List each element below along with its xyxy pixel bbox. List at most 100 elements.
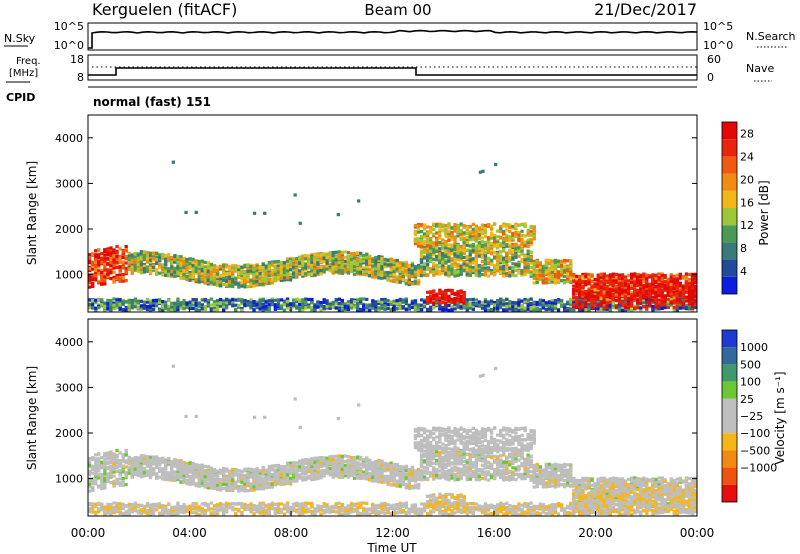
- power-echo: [474, 227, 478, 231]
- power-echo: [462, 295, 466, 299]
- power-echo: [407, 282, 411, 287]
- power-echo: [477, 274, 482, 278]
- power-echo: [179, 257, 183, 261]
- power-echo: [496, 262, 500, 266]
- power-echo: [380, 276, 384, 280]
- power-echo: [566, 300, 570, 304]
- power-echo: [407, 264, 411, 268]
- power-echo: [215, 272, 220, 276]
- power-echo: [142, 267, 147, 271]
- power-echo: [459, 237, 463, 241]
- power-echo: [368, 308, 372, 312]
- power-echo: [550, 301, 555, 305]
- power-echo: [535, 303, 539, 307]
- power-echo: [453, 226, 457, 230]
- power-echo: [273, 268, 277, 272]
- power-echo: [112, 261, 116, 265]
- power-echo: [362, 270, 366, 274]
- power-echo: [572, 298, 576, 302]
- power-echo: [523, 263, 527, 267]
- power-echo: [623, 279, 628, 283]
- power-echo: [432, 223, 436, 227]
- power-echo: [258, 301, 262, 305]
- power-echo: [429, 270, 433, 274]
- power-echo: [401, 264, 405, 268]
- power-echo: [438, 247, 442, 251]
- power-echo: [349, 301, 354, 305]
- power-echo: [264, 276, 268, 280]
- power-echo: [374, 267, 378, 271]
- power-echo: [398, 301, 402, 305]
- power-echo: [602, 298, 606, 302]
- power-echo: [322, 268, 326, 272]
- power-echo: [148, 266, 153, 271]
- power-echo: [602, 272, 606, 276]
- power-echo: [200, 267, 204, 272]
- power-echo: [569, 273, 573, 277]
- power-echo: [444, 270, 448, 274]
- power-echo: [359, 262, 363, 266]
- power-echo: [158, 253, 162, 257]
- power-echo: [541, 281, 545, 285]
- power-echo: [535, 308, 539, 312]
- power-echo: [511, 254, 515, 258]
- power-echo: [401, 274, 405, 278]
- power-echo: [441, 294, 445, 298]
- power-echo: [611, 297, 615, 301]
- power-echo: [502, 222, 506, 226]
- power-echo: [419, 257, 424, 261]
- power-echo: [471, 302, 475, 307]
- power-echo: [496, 265, 500, 269]
- power-echo: [441, 301, 445, 305]
- power-echo: [103, 268, 107, 272]
- power-echo: [444, 304, 448, 308]
- power-echo: [322, 265, 326, 269]
- power-echo: [477, 244, 482, 248]
- power-echo: [572, 289, 576, 293]
- power-echo: [432, 242, 436, 246]
- power-echo: [304, 297, 308, 301]
- power-echo: [365, 255, 369, 259]
- power-echo: [285, 277, 290, 282]
- power-echo: [511, 262, 515, 266]
- power-echo: [450, 250, 454, 254]
- power-echo: [124, 261, 128, 265]
- power-echo: [416, 224, 421, 228]
- power-echo: [441, 251, 445, 255]
- power-echo: [529, 307, 533, 311]
- power-echo: [118, 247, 122, 251]
- power-echo: [182, 262, 186, 267]
- power-echo: [228, 271, 232, 276]
- power-echo: [331, 305, 335, 309]
- power-echo: [346, 268, 351, 272]
- power-echo: [419, 249, 424, 253]
- power-echo: [544, 261, 548, 265]
- power-echo: [203, 307, 207, 311]
- power-echo: [148, 251, 153, 255]
- power-echo: [581, 280, 585, 284]
- power-echo: [301, 308, 305, 312]
- power-echo: [441, 305, 445, 309]
- power-echo: [295, 274, 299, 278]
- power-echo: [386, 302, 390, 306]
- power-echo: [270, 299, 274, 303]
- power-echo: [413, 299, 418, 303]
- power-echo: [356, 261, 360, 265]
- power-echo: [416, 273, 421, 277]
- power-echo: [508, 271, 512, 275]
- power-echo: [109, 308, 113, 312]
- power-echo: [136, 263, 140, 267]
- power-echo: [240, 302, 244, 306]
- power-echo: [514, 301, 518, 305]
- power-echo: [407, 303, 411, 308]
- power-echo: [362, 308, 366, 312]
- power-echo: [121, 276, 125, 280]
- power-echo: [310, 266, 314, 270]
- power-echo: [535, 268, 539, 272]
- power-echo: [447, 259, 451, 263]
- power-echo: [331, 250, 335, 255]
- power-echo: [121, 300, 125, 304]
- power-echo: [279, 278, 284, 283]
- power-echo: [435, 298, 439, 302]
- power-echo: [486, 223, 491, 227]
